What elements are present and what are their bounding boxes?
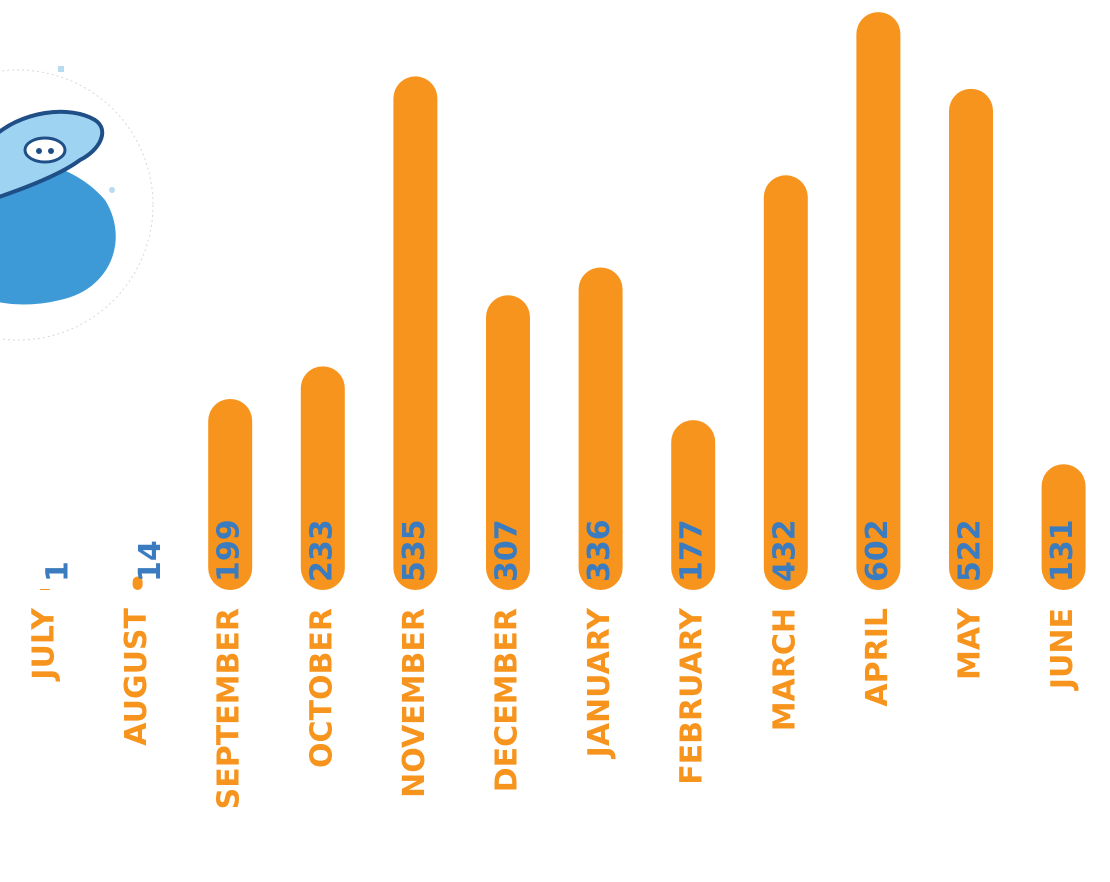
value-label: 1 bbox=[41, 561, 76, 582]
mascot-body bbox=[0, 162, 116, 305]
bar bbox=[763, 175, 808, 590]
value-label: 602 bbox=[860, 519, 895, 582]
month-label: OCTOBER bbox=[304, 608, 339, 768]
bar bbox=[1041, 464, 1086, 590]
mascot-pupil bbox=[36, 148, 42, 154]
month-label: MARCH bbox=[767, 608, 802, 731]
value-label: 522 bbox=[953, 519, 988, 582]
bar bbox=[671, 420, 716, 590]
value-label: 432 bbox=[767, 519, 802, 582]
value-label: 199 bbox=[212, 519, 247, 582]
month-label: JANUARY bbox=[582, 607, 617, 760]
month-label: MAY bbox=[953, 607, 988, 680]
bar bbox=[578, 267, 623, 590]
month-label: SEPTEMBER bbox=[212, 608, 247, 809]
value-label: 535 bbox=[397, 519, 432, 582]
sparkle bbox=[58, 66, 64, 72]
bar bbox=[300, 366, 345, 590]
month-label: APRIL bbox=[860, 608, 895, 707]
value-label: 177 bbox=[675, 519, 710, 582]
month-label: AUGUST bbox=[119, 607, 154, 745]
bar bbox=[486, 295, 530, 590]
bar bbox=[208, 398, 253, 590]
bar bbox=[949, 88, 993, 590]
month-label: FEBRUARY bbox=[675, 607, 710, 785]
mascot-eyes bbox=[23, 136, 67, 164]
bar bbox=[393, 76, 438, 590]
mascot-pupil bbox=[48, 148, 54, 154]
value-label: 233 bbox=[304, 519, 339, 582]
month-label: NOVEMBER bbox=[397, 608, 432, 798]
sparkle bbox=[109, 187, 115, 193]
month-label: DECEMBER bbox=[490, 608, 525, 792]
bar bbox=[132, 576, 143, 590]
value-label: 14 bbox=[133, 540, 168, 582]
month-label: JULY bbox=[27, 607, 62, 682]
value-label: 336 bbox=[582, 519, 617, 582]
bar bbox=[40, 589, 50, 590]
value-label: 131 bbox=[1045, 519, 1080, 582]
value-label: 307 bbox=[490, 519, 525, 582]
month-label: JUNE bbox=[1045, 608, 1080, 691]
mascot-badge bbox=[0, 66, 154, 341]
bar bbox=[856, 12, 901, 590]
